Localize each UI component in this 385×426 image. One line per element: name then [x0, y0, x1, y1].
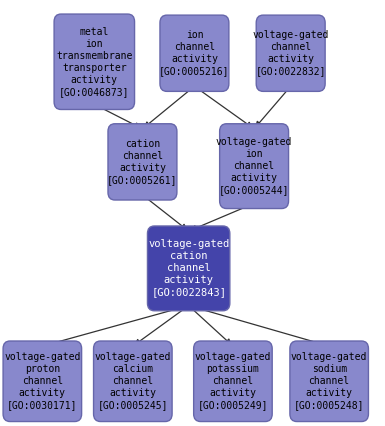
FancyBboxPatch shape	[194, 341, 272, 422]
Text: voltage-gated
ion
channel
activity
[GO:0005244]: voltage-gated ion channel activity [GO:0…	[216, 137, 292, 195]
FancyBboxPatch shape	[160, 15, 229, 92]
Text: voltage-gated
channel
activity
[GO:0022832]: voltage-gated channel activity [GO:00228…	[253, 30, 329, 76]
Text: voltage-gated
sodium
channel
activity
[GO:0005248]: voltage-gated sodium channel activity [G…	[291, 352, 367, 410]
Text: voltage-gated
proton
channel
activity
[GO:0030171]: voltage-gated proton channel activity [G…	[4, 352, 80, 410]
Text: voltage-gated
cation
channel
activity
[GO:0022843]: voltage-gated cation channel activity [G…	[148, 239, 229, 297]
Text: cation
channel
activity
[GO:0005261]: cation channel activity [GO:0005261]	[107, 139, 178, 185]
Text: ion
channel
activity
[GO:0005216]: ion channel activity [GO:0005216]	[159, 30, 230, 76]
FancyBboxPatch shape	[3, 341, 82, 422]
FancyBboxPatch shape	[256, 15, 325, 92]
Text: metal
ion
transmembrane
transporter
activity
[GO:0046873]: metal ion transmembrane transporter acti…	[56, 27, 132, 97]
FancyBboxPatch shape	[290, 341, 368, 422]
FancyBboxPatch shape	[147, 226, 230, 311]
FancyBboxPatch shape	[94, 341, 172, 422]
Text: voltage-gated
calcium
channel
activity
[GO:0005245]: voltage-gated calcium channel activity […	[95, 352, 171, 410]
FancyBboxPatch shape	[54, 14, 135, 109]
FancyBboxPatch shape	[108, 124, 177, 200]
Text: voltage-gated
potassium
channel
activity
[GO:0005249]: voltage-gated potassium channel activity…	[195, 352, 271, 410]
FancyBboxPatch shape	[219, 124, 289, 209]
